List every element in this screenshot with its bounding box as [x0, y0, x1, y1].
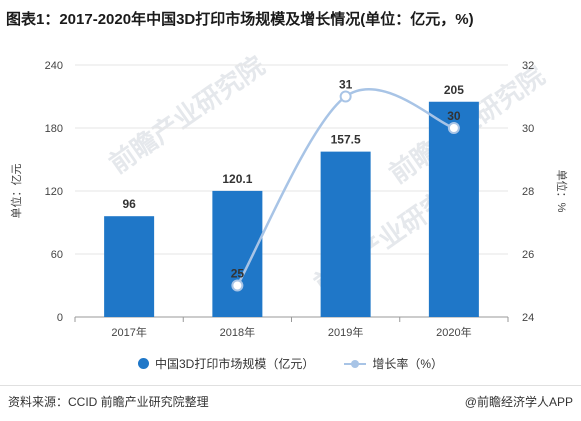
footer-divider [0, 385, 581, 386]
bar-data-label: 96 [122, 197, 136, 211]
y-right-tick-label: 24 [522, 312, 534, 324]
y-right-tick-label: 26 [522, 249, 534, 261]
legend-bar-label: 中国3D打印市场规模（亿元） [154, 357, 315, 371]
chart-title: 图表1：2017-2020年中国3D打印市场规模及增长情况(单位：亿元，%) [6, 11, 474, 28]
chart-canvas: 0 60 120 180 240 24 26 28 30 32 单位：亿元 单位：% 96 120.1 15… [9, 60, 569, 339]
legend-item-line: 增长率（%） [344, 355, 443, 372]
growth-rate-point [447, 122, 460, 134]
bar-data-label: 120.1 [222, 172, 252, 186]
y-left-tick-label: 0 [57, 312, 63, 324]
source-note: 资料来源：CCID 前瞻产业研究院整理 [8, 395, 209, 409]
y-right-axis-label: 单位：% [555, 170, 569, 213]
growth-rate-point [339, 90, 352, 103]
y-left-tick-label: 60 [51, 249, 63, 261]
x-tick-label: 2020年 [436, 325, 471, 339]
bar [320, 151, 371, 317]
y-right-tick-label: 28 [522, 186, 534, 198]
y-left-tick-label: 180 [45, 123, 63, 135]
y-left-tick-label: 120 [45, 186, 63, 198]
x-tick-label: 2017年 [111, 325, 146, 339]
legend-line-label: 增长率（%） [372, 357, 443, 371]
line-data-label: 30 [447, 109, 461, 123]
y-right-tick-label: 30 [522, 123, 534, 135]
bar-data-label: 205 [444, 83, 464, 97]
x-tick-label: 2019年 [328, 325, 363, 339]
line-data-label: 25 [231, 267, 245, 281]
bar-data-label: 157.5 [331, 133, 361, 147]
legend-item-bar: 中国3D打印市场规模（亿元） [137, 355, 315, 372]
bar [104, 216, 155, 317]
legend: 中国3D打印市场规模（亿元） 增长率（%） [0, 355, 581, 372]
brand-note: @前瞻经济学人APP [464, 395, 573, 409]
bar [212, 190, 263, 317]
x-tick-label: 2018年 [220, 325, 255, 339]
bar [428, 101, 479, 317]
y-right-tick-label: 32 [522, 60, 534, 72]
growth-rate-point [231, 279, 244, 292]
y-left-tick-label: 240 [45, 60, 63, 72]
legend-line-swatch-icon [344, 359, 367, 369]
legend-bar-swatch-icon [137, 358, 149, 369]
line-data-label: 31 [339, 78, 353, 92]
y-left-axis-label: 单位：亿元 [9, 164, 23, 219]
